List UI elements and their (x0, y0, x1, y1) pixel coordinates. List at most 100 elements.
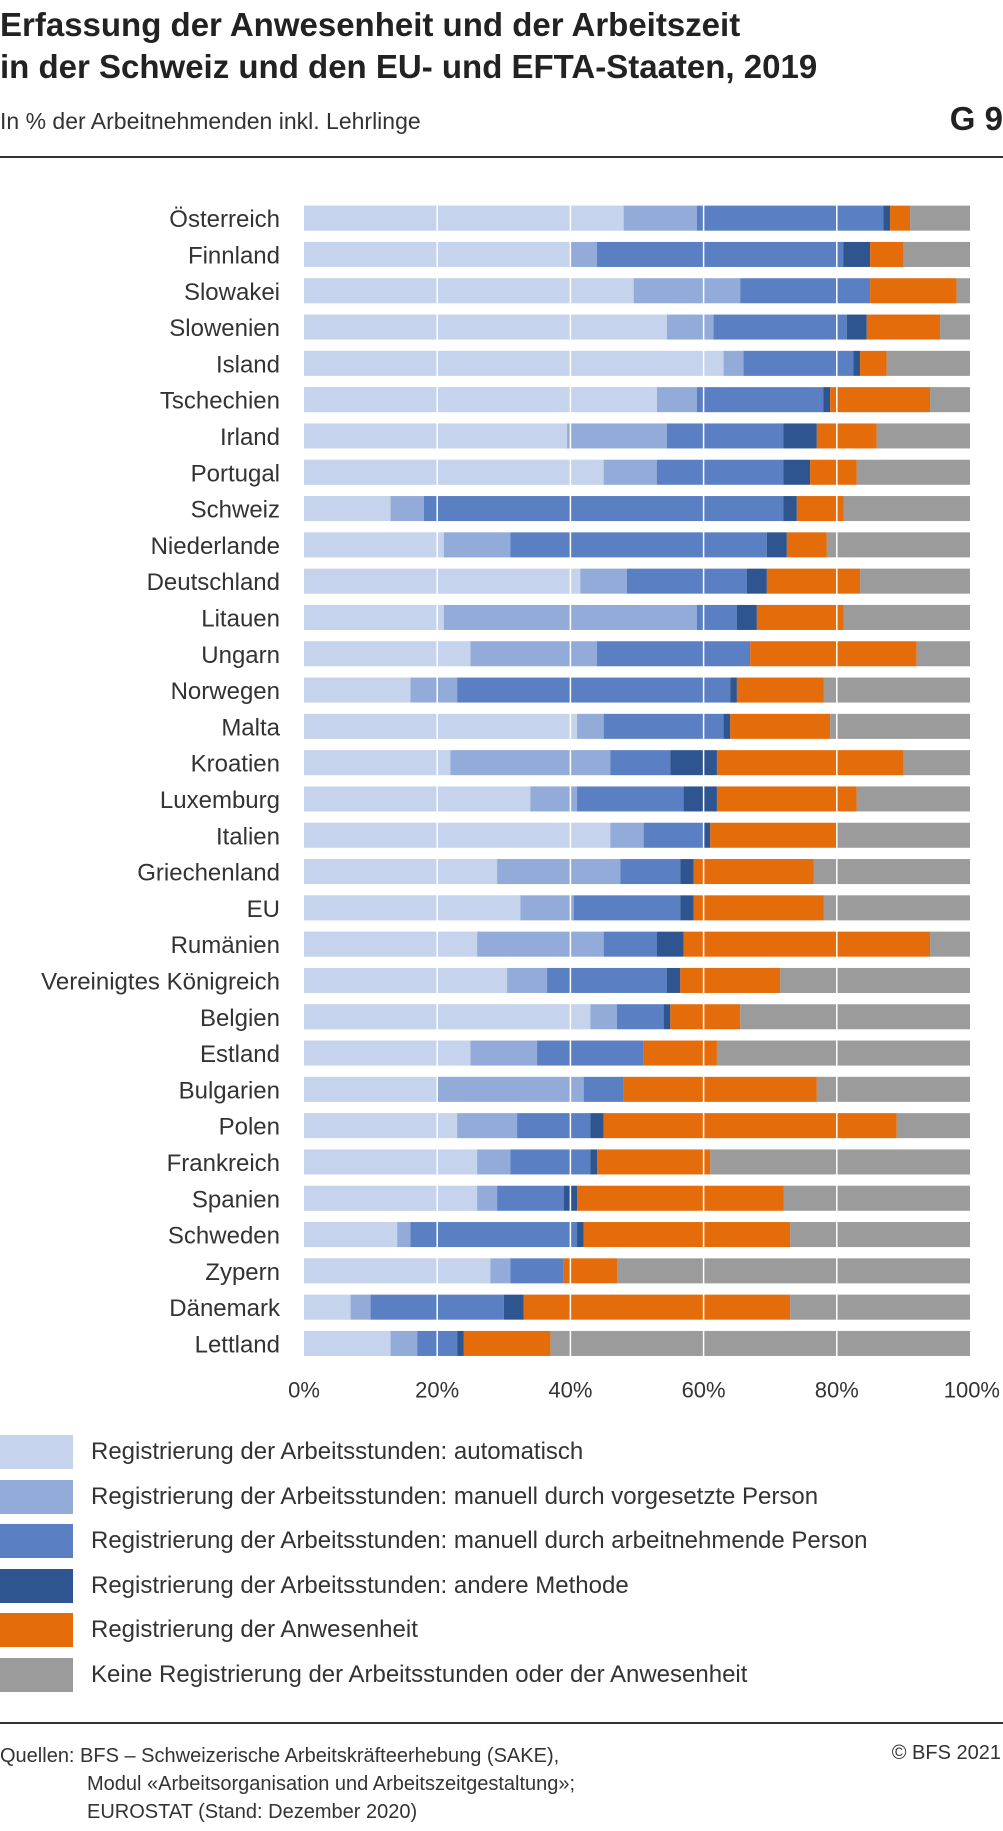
bar-segment-keine (830, 713, 970, 739)
bar-segment-vorgesetzte (490, 1258, 511, 1284)
legend-swatch (0, 1613, 73, 1647)
bar-segment-vorgesetzte (507, 967, 548, 993)
bar-segment-anwesenheit (463, 1330, 551, 1356)
bar-segment-keine (790, 1294, 970, 1320)
bar-segment-anwesenheit (597, 1149, 711, 1175)
bar-segment-andere (703, 822, 711, 848)
bar-segment-vorgesetzte (580, 568, 628, 594)
bar-segment-andere (680, 895, 694, 921)
bar-segment-arbeitnehmende (617, 1004, 664, 1030)
bar-segment-andere (783, 496, 797, 522)
bar-segment-andere (883, 205, 891, 231)
bar-segment-arbeitnehmende (666, 423, 784, 449)
category-label: Bulgarien (179, 1077, 280, 1104)
x-axis-ticks: 0% 20% 40% 60% 80% 100% (288, 1378, 1000, 1403)
legend-swatch (0, 1568, 73, 1603)
category-label: Dänemark (169, 1295, 281, 1322)
x-tick-label: 0% (288, 1378, 320, 1403)
bar-segment-andere (663, 1004, 671, 1030)
legend-swatch (0, 1479, 73, 1514)
bar-segment-andere (746, 568, 767, 594)
bar-segment-automatisch (304, 496, 391, 522)
legend-item-andere: Registrierung der Arbeitsstunden: andere… (0, 1568, 629, 1604)
bar-segment-automatisch (304, 822, 611, 848)
footer-rule (0, 1722, 1003, 1724)
category-label: Estland (200, 1041, 280, 1068)
bar-segment-keine (903, 750, 970, 776)
bar-segment-anwesenheit (683, 931, 931, 957)
bar-segment-anwesenheit (670, 1004, 741, 1030)
bar-segment-automatisch (304, 459, 604, 485)
bar-segment-automatisch (304, 967, 508, 993)
bar-segment-anwesenheit (870, 278, 957, 304)
bar-segment-arbeitnehmende (696, 205, 884, 231)
bar-segment-automatisch (304, 713, 578, 739)
bar-segment-automatisch (304, 423, 568, 449)
chart-subtitle: In % der Arbeitnehmenden inkl. Lehrlinge (0, 108, 421, 134)
bar-segment-keine (886, 350, 970, 376)
bar-segment-anwesenheit (623, 1076, 817, 1102)
bar-segment-andere (683, 786, 717, 812)
header-rule (0, 156, 1003, 158)
bar-segment-vorgesetzte (570, 241, 598, 267)
bar-segment-anwesenheit (716, 786, 857, 812)
bar-segment-keine (860, 568, 970, 594)
gridlines (436, 200, 838, 1362)
source-note: Quellen: BFS – Schweizerische Arbeitskrä… (0, 1742, 575, 1826)
bar-segment-andere (843, 241, 871, 267)
bar-segment-andere (590, 1149, 598, 1175)
bar-segment-vorgesetzte (497, 859, 621, 885)
category-label: Island (216, 351, 280, 378)
legend-label: Registrierung der Arbeitsstunden: automa… (91, 1438, 584, 1465)
bar-segment-keine (716, 1040, 970, 1066)
bar-segment-vorgesetzte (530, 786, 578, 812)
bar-segment-automatisch (304, 895, 521, 921)
bar-segment-arbeitnehmende (696, 387, 824, 413)
bar-segment-andere (577, 1222, 584, 1248)
bar-segment-arbeitnehmende (643, 822, 704, 848)
bar-segment-anwesenheit (693, 859, 814, 885)
category-label: Spanien (192, 1186, 280, 1213)
bar-segment-keine (783, 1185, 970, 1211)
category-label: Frankreich (167, 1150, 280, 1177)
bar-segment-arbeitnehmende (497, 1185, 564, 1211)
bar-segment-anwesenheit (870, 241, 904, 267)
category-label: Griechenland (137, 860, 280, 887)
bar-segments (304, 205, 970, 1356)
bar-segment-automatisch (304, 1076, 438, 1102)
bar-segment-keine (930, 387, 970, 413)
category-label: Kroatien (191, 751, 280, 778)
legend-item-anwesenheit: Registrierung der Anwesenheit (0, 1612, 418, 1648)
bar-segment-anwesenheit (603, 1113, 897, 1139)
bar-segment-andere (846, 314, 867, 340)
bar-segment-anwesenheit (736, 677, 824, 703)
bar-segment-keine (843, 604, 970, 630)
category-label: Zypern (205, 1259, 280, 1286)
category-label: Litauen (201, 605, 280, 632)
category-label: Österreich (169, 206, 280, 233)
bar-segment-keine (903, 241, 970, 267)
bar-segment-vorgesetzte (470, 641, 598, 667)
bar-segment-automatisch (304, 205, 624, 231)
bar-segment-arbeitnehmende (510, 1149, 591, 1175)
bar-segment-keine (740, 1004, 970, 1030)
bar-segment-andere (853, 350, 861, 376)
bar-segment-vorgesetzte (437, 1076, 584, 1102)
bar-segment-vorgesetzte (397, 1222, 411, 1248)
bar-segment-anwesenheit (710, 822, 837, 848)
legend-item-vorgesetzte: Registrierung der Arbeitsstunden: manuel… (0, 1479, 818, 1515)
x-tick-label: 40% (548, 1378, 592, 1403)
bar-segment-vorgesetzte (410, 677, 458, 703)
bar-segment-anwesenheit (830, 387, 931, 413)
bar-segment-keine (876, 423, 970, 449)
bar-segment-automatisch (304, 677, 411, 703)
category-label: Slowakei (184, 279, 280, 306)
bar-segment-vorgesetzte (477, 1149, 511, 1175)
legend-item-arbeitnehmende: Registrierung der Arbeitsstunden: manuel… (0, 1523, 867, 1559)
x-tick-label: 100% (944, 1378, 1000, 1403)
bar-segment-arbeitnehmende (597, 641, 751, 667)
bar-segment-arbeitnehmende (517, 1113, 591, 1139)
bar-segment-vorgesetzte (623, 205, 697, 231)
bar-segment-arbeitnehmende (603, 931, 657, 957)
bar-segment-automatisch (304, 750, 451, 776)
